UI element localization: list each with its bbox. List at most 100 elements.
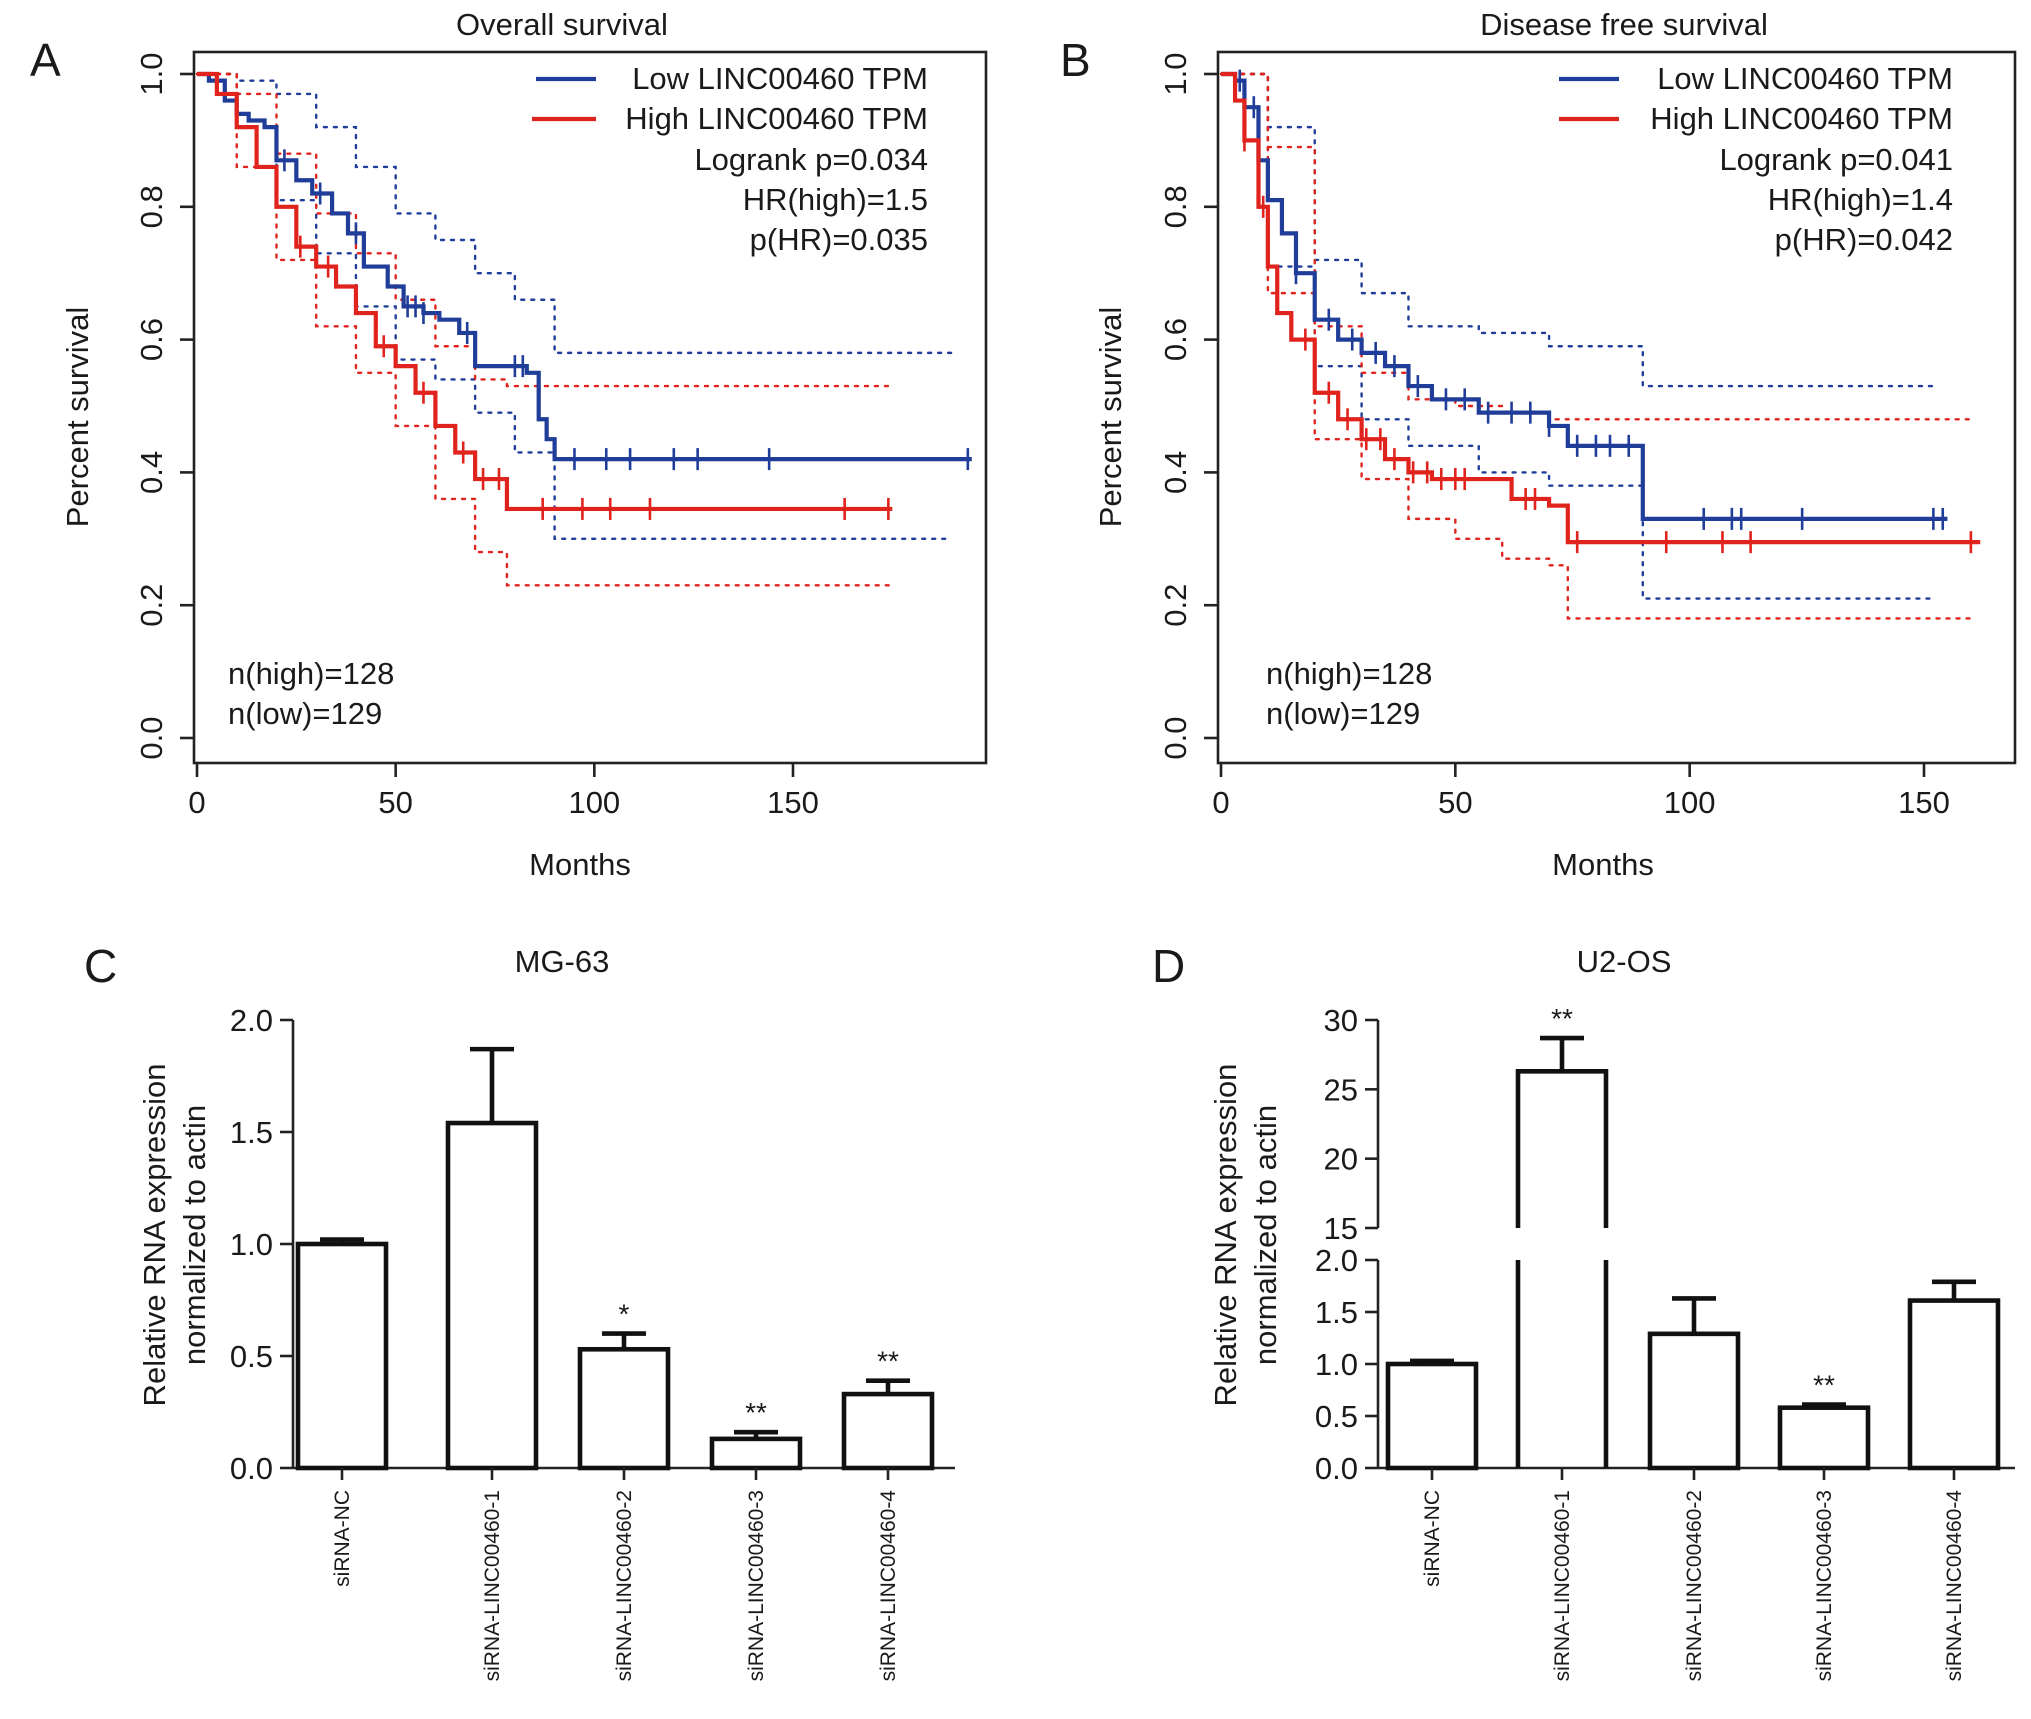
stat-text: HR(high)=1.4 bbox=[1768, 182, 1953, 217]
survival-curve-high bbox=[197, 71, 893, 512]
x-axis-label: Months bbox=[1552, 847, 1654, 882]
error-bar bbox=[1540, 1035, 1584, 1072]
legend-label: High LINC00460 TPM bbox=[1650, 101, 1953, 136]
x-tick-label: 50 bbox=[1438, 785, 1472, 820]
y-axis-label: Relative RNA expression bbox=[1208, 1064, 1243, 1407]
category-label: siRNA-LINC00460-4 bbox=[1943, 1490, 1966, 1682]
legend-label: High LINC00460 TPM bbox=[625, 101, 928, 136]
y-tick-label: 0.0 bbox=[134, 716, 169, 759]
category-label: siRNA-LINC00460-2 bbox=[1683, 1490, 1706, 1681]
y-tick-label: 2.0 bbox=[1315, 1243, 1358, 1278]
y-tick-label: 1.0 bbox=[1315, 1347, 1358, 1382]
panel-label: B bbox=[1060, 34, 1091, 86]
legend-label: Low LINC00460 TPM bbox=[1657, 61, 1953, 96]
category-label: siRNA-LINC00460-3 bbox=[1813, 1490, 1836, 1681]
y-tick-label: 0.8 bbox=[1158, 185, 1193, 228]
y-tick-label: 0.6 bbox=[134, 318, 169, 361]
error-bar bbox=[1410, 1358, 1454, 1364]
plot-frame bbox=[1216, 50, 2017, 765]
bar bbox=[445, 1120, 539, 1471]
x-tick-label: 0 bbox=[188, 785, 205, 820]
y-tick-label: 1.5 bbox=[1315, 1295, 1358, 1330]
category-label: siRNA-LINC00460-1 bbox=[1551, 1490, 1574, 1681]
y-axis-label: normalized to actin bbox=[177, 1105, 212, 1365]
n-label: n(high)=128 bbox=[1266, 656, 1432, 691]
y-tick-label: 20 bbox=[1324, 1142, 1358, 1177]
bar bbox=[1385, 1361, 1479, 1471]
survival-curve-low bbox=[197, 71, 972, 462]
ci-lower-low bbox=[195, 72, 954, 540]
n-label: n(low)=129 bbox=[1266, 696, 1420, 731]
y-tick-label: 1.0 bbox=[134, 52, 169, 95]
y-tick-label: 30 bbox=[1324, 1003, 1358, 1038]
x-tick-label: 150 bbox=[1898, 785, 1950, 820]
panel-label: A bbox=[30, 34, 61, 86]
error-bar bbox=[470, 1046, 514, 1124]
y-tick-label: 0.5 bbox=[1315, 1399, 1358, 1434]
ci-lower-low bbox=[1219, 72, 1935, 600]
bar bbox=[1777, 1405, 1871, 1471]
error-bar bbox=[320, 1237, 364, 1244]
significance-marker: ** bbox=[877, 1346, 899, 1377]
significance-marker: * bbox=[619, 1299, 630, 1330]
y-tick-label: 0.0 bbox=[1158, 716, 1193, 759]
bar bbox=[709, 1436, 803, 1471]
stat-text: p(HR)=0.035 bbox=[750, 222, 928, 257]
y-tick-label: 0.4 bbox=[1158, 451, 1193, 494]
error-bar bbox=[1932, 1279, 1976, 1301]
stat-text: HR(high)=1.5 bbox=[743, 182, 928, 217]
x-tick-label: 50 bbox=[378, 785, 412, 820]
stat-text: p(HR)=0.042 bbox=[1775, 222, 1953, 257]
error-bar bbox=[734, 1429, 778, 1439]
significance-marker: ** bbox=[745, 1397, 767, 1428]
y-tick-label: 0.4 bbox=[134, 451, 169, 494]
y-axis-label: Relative RNA expression bbox=[137, 1064, 172, 1407]
x-tick-label: 0 bbox=[1212, 785, 1229, 820]
error-bar bbox=[1672, 1296, 1716, 1334]
y-tick-label: 0.2 bbox=[134, 584, 169, 627]
significance-marker: ** bbox=[1813, 1370, 1835, 1401]
y-tick-label: 0.5 bbox=[230, 1339, 273, 1374]
chart-title: MG-63 bbox=[515, 944, 610, 979]
x-tick-label: 100 bbox=[1664, 785, 1716, 820]
survival-curve-low bbox=[1221, 71, 1948, 521]
category-label: siRNA-NC bbox=[1421, 1490, 1444, 1587]
y-tick-label: 0.2 bbox=[1158, 584, 1193, 627]
chart-title: U2-OS bbox=[1577, 944, 1672, 979]
bar bbox=[1515, 1069, 1609, 1468]
ci-upper-high bbox=[195, 72, 894, 388]
ci-lower-high bbox=[195, 72, 894, 587]
bar bbox=[1907, 1298, 2001, 1471]
y-tick-label: 1.0 bbox=[230, 1227, 273, 1262]
y-axis-label: normalized to actin bbox=[1248, 1105, 1283, 1365]
bar bbox=[295, 1241, 389, 1471]
error-bar bbox=[1802, 1402, 1846, 1408]
error-bar bbox=[866, 1378, 910, 1395]
y-tick-label: 1.5 bbox=[230, 1115, 273, 1150]
significance-marker: ** bbox=[1551, 1003, 1573, 1034]
y-tick-label: 1.0 bbox=[1158, 52, 1193, 95]
category-label: siRNA-LINC00460-2 bbox=[613, 1490, 636, 1681]
ci-upper-low bbox=[1219, 72, 1935, 388]
n-label: n(low)=129 bbox=[228, 696, 382, 731]
y-tick-label: 0.0 bbox=[1315, 1451, 1358, 1486]
x-axis-label: Months bbox=[529, 847, 631, 882]
panel-label: C bbox=[84, 940, 117, 992]
x-tick-label: 150 bbox=[767, 785, 819, 820]
n-label: n(high)=128 bbox=[228, 656, 394, 691]
category-label: siRNA-LINC00460-4 bbox=[877, 1490, 900, 1682]
bar bbox=[1647, 1331, 1741, 1471]
plot-frame bbox=[192, 50, 988, 765]
ci-lower-high bbox=[1219, 72, 1973, 620]
chart-title: Overall survival bbox=[456, 7, 668, 42]
x-tick-label: 100 bbox=[568, 785, 620, 820]
y-tick-label: 0.0 bbox=[230, 1451, 273, 1486]
panel-label: D bbox=[1152, 940, 1185, 992]
y-tick-label: 0.8 bbox=[134, 185, 169, 228]
stat-text: Logrank p=0.034 bbox=[694, 142, 928, 177]
category-label: siRNA-LINC00460-1 bbox=[481, 1490, 504, 1681]
y-tick-label: 0.6 bbox=[1158, 318, 1193, 361]
error-bar bbox=[602, 1331, 646, 1350]
bar bbox=[577, 1346, 671, 1471]
